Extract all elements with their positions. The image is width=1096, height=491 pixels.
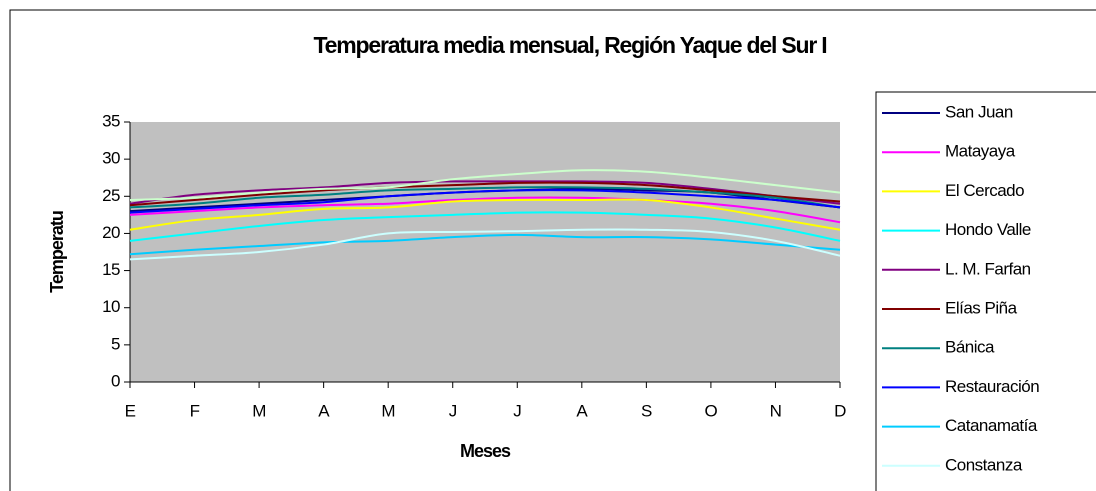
series-line: [129, 228, 841, 261]
y-tick-label: 0: [111, 371, 120, 390]
x-tick-label: M: [252, 401, 266, 420]
legend-label: Bánica: [945, 338, 995, 357]
x-tick-label: N: [770, 401, 782, 420]
y-axis-title: Temperatu: [47, 211, 67, 293]
series-line: [129, 181, 841, 207]
series-line: [129, 211, 841, 242]
legend-label: Elías Piña: [945, 298, 1018, 317]
plot-area: [130, 122, 840, 382]
y-tick-label: 25: [102, 186, 120, 205]
x-tick-label: A: [318, 401, 330, 420]
legend-label: Catanamatía: [945, 416, 1038, 435]
series-line: [129, 169, 841, 201]
legend-box: [875, 91, 1096, 491]
x-tick-label: S: [641, 401, 652, 420]
x-tick-label: J: [513, 401, 521, 420]
legend-label: L. M. Farfan: [945, 259, 1031, 278]
legend-label: El Cercado: [945, 181, 1024, 200]
y-tick-label: 10: [102, 297, 120, 316]
x-tick-label: M: [381, 401, 395, 420]
legend-label: Hondo Valle: [945, 220, 1031, 239]
y-tick-label: 35: [102, 111, 120, 130]
legend-label: Restauración: [945, 377, 1039, 396]
series-line: [129, 180, 841, 205]
y-tick-label: 5: [111, 334, 120, 353]
x-tick-label: O: [705, 401, 718, 420]
legend-label: Constanza: [945, 455, 1023, 474]
x-tick-label: J: [449, 401, 457, 420]
legend-label: Matayaya: [945, 142, 1016, 161]
series-line: [129, 198, 841, 231]
chart-title: Temperatura media mensual, Región Yaque …: [314, 32, 827, 58]
series-line: [129, 233, 841, 256]
x-axis-title: Meses: [460, 441, 511, 461]
x-tick-label: E: [125, 401, 136, 420]
y-tick-label: 20: [102, 223, 120, 242]
series-line: [129, 186, 841, 209]
x-tick-label: D: [834, 401, 846, 420]
series-line: [129, 189, 841, 214]
y-tick-label: 15: [102, 260, 120, 279]
legend-label: San Juan: [945, 102, 1013, 121]
x-tick-label: F: [190, 401, 200, 420]
series-line: [129, 196, 841, 224]
y-tick-label: 30: [102, 149, 120, 168]
x-tick-label: A: [576, 401, 588, 420]
